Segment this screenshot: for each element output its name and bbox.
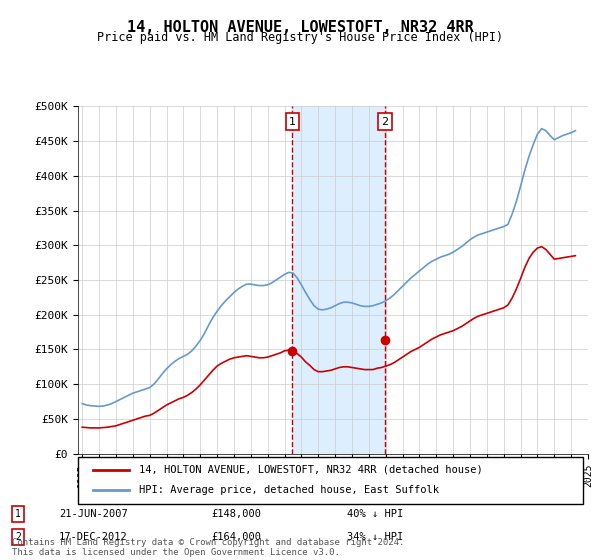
FancyBboxPatch shape xyxy=(78,458,583,503)
Text: 2: 2 xyxy=(15,532,20,542)
Text: 21-JUN-2007: 21-JUN-2007 xyxy=(59,509,128,519)
Text: 2: 2 xyxy=(382,116,389,127)
Text: 14, HOLTON AVENUE, LOWESTOFT, NR32 4RR (detached house): 14, HOLTON AVENUE, LOWESTOFT, NR32 4RR (… xyxy=(139,465,483,475)
Text: 17-DEC-2012: 17-DEC-2012 xyxy=(59,532,128,542)
Text: £148,000: £148,000 xyxy=(212,509,262,519)
Text: Price paid vs. HM Land Registry's House Price Index (HPI): Price paid vs. HM Land Registry's House … xyxy=(97,31,503,44)
Text: 34% ↓ HPI: 34% ↓ HPI xyxy=(347,532,403,542)
Text: £164,000: £164,000 xyxy=(212,532,262,542)
Text: 1: 1 xyxy=(289,116,296,127)
Text: 14, HOLTON AVENUE, LOWESTOFT, NR32 4RR: 14, HOLTON AVENUE, LOWESTOFT, NR32 4RR xyxy=(127,20,473,35)
Text: Contains HM Land Registry data © Crown copyright and database right 2024.
This d: Contains HM Land Registry data © Crown c… xyxy=(12,538,404,557)
Bar xyxy=(292,106,385,454)
Text: 1: 1 xyxy=(15,509,20,519)
Text: HPI: Average price, detached house, East Suffolk: HPI: Average price, detached house, East… xyxy=(139,485,439,494)
Text: 40% ↓ HPI: 40% ↓ HPI xyxy=(347,509,403,519)
